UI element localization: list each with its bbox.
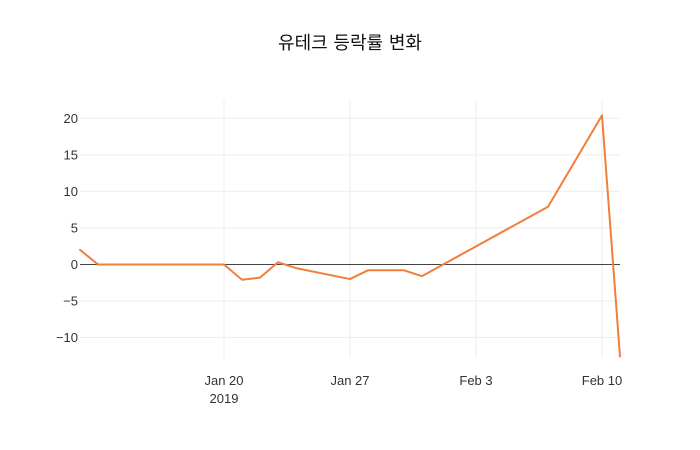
y-tick-label: −5	[63, 293, 78, 308]
y-tick-label: 20	[64, 111, 78, 126]
y-tick-label: −10	[56, 330, 78, 345]
axis-layer: 20 15 10 5 0 −5 −10 Jan 20 2019 Jan 27 Feb 3 Feb 10	[56, 111, 622, 406]
chart-title: 유테크 등락률 변화	[278, 33, 422, 54]
x-tick-sublabel: 2019	[210, 391, 239, 406]
y-tick-label: 15	[64, 147, 78, 162]
y-tick-label: 5	[71, 220, 78, 235]
y-tick-label: 10	[64, 184, 78, 199]
y-tick-label: 0	[71, 257, 78, 272]
x-tick-label: Jan 27	[330, 373, 369, 388]
x-tick-label: Feb 10	[582, 373, 622, 388]
x-tick-label: Feb 3	[459, 373, 492, 388]
series-line	[79, 114, 621, 358]
grid-layer	[80, 100, 620, 358]
series-layer	[79, 114, 621, 358]
x-tick-label: Jan 20	[204, 373, 243, 388]
